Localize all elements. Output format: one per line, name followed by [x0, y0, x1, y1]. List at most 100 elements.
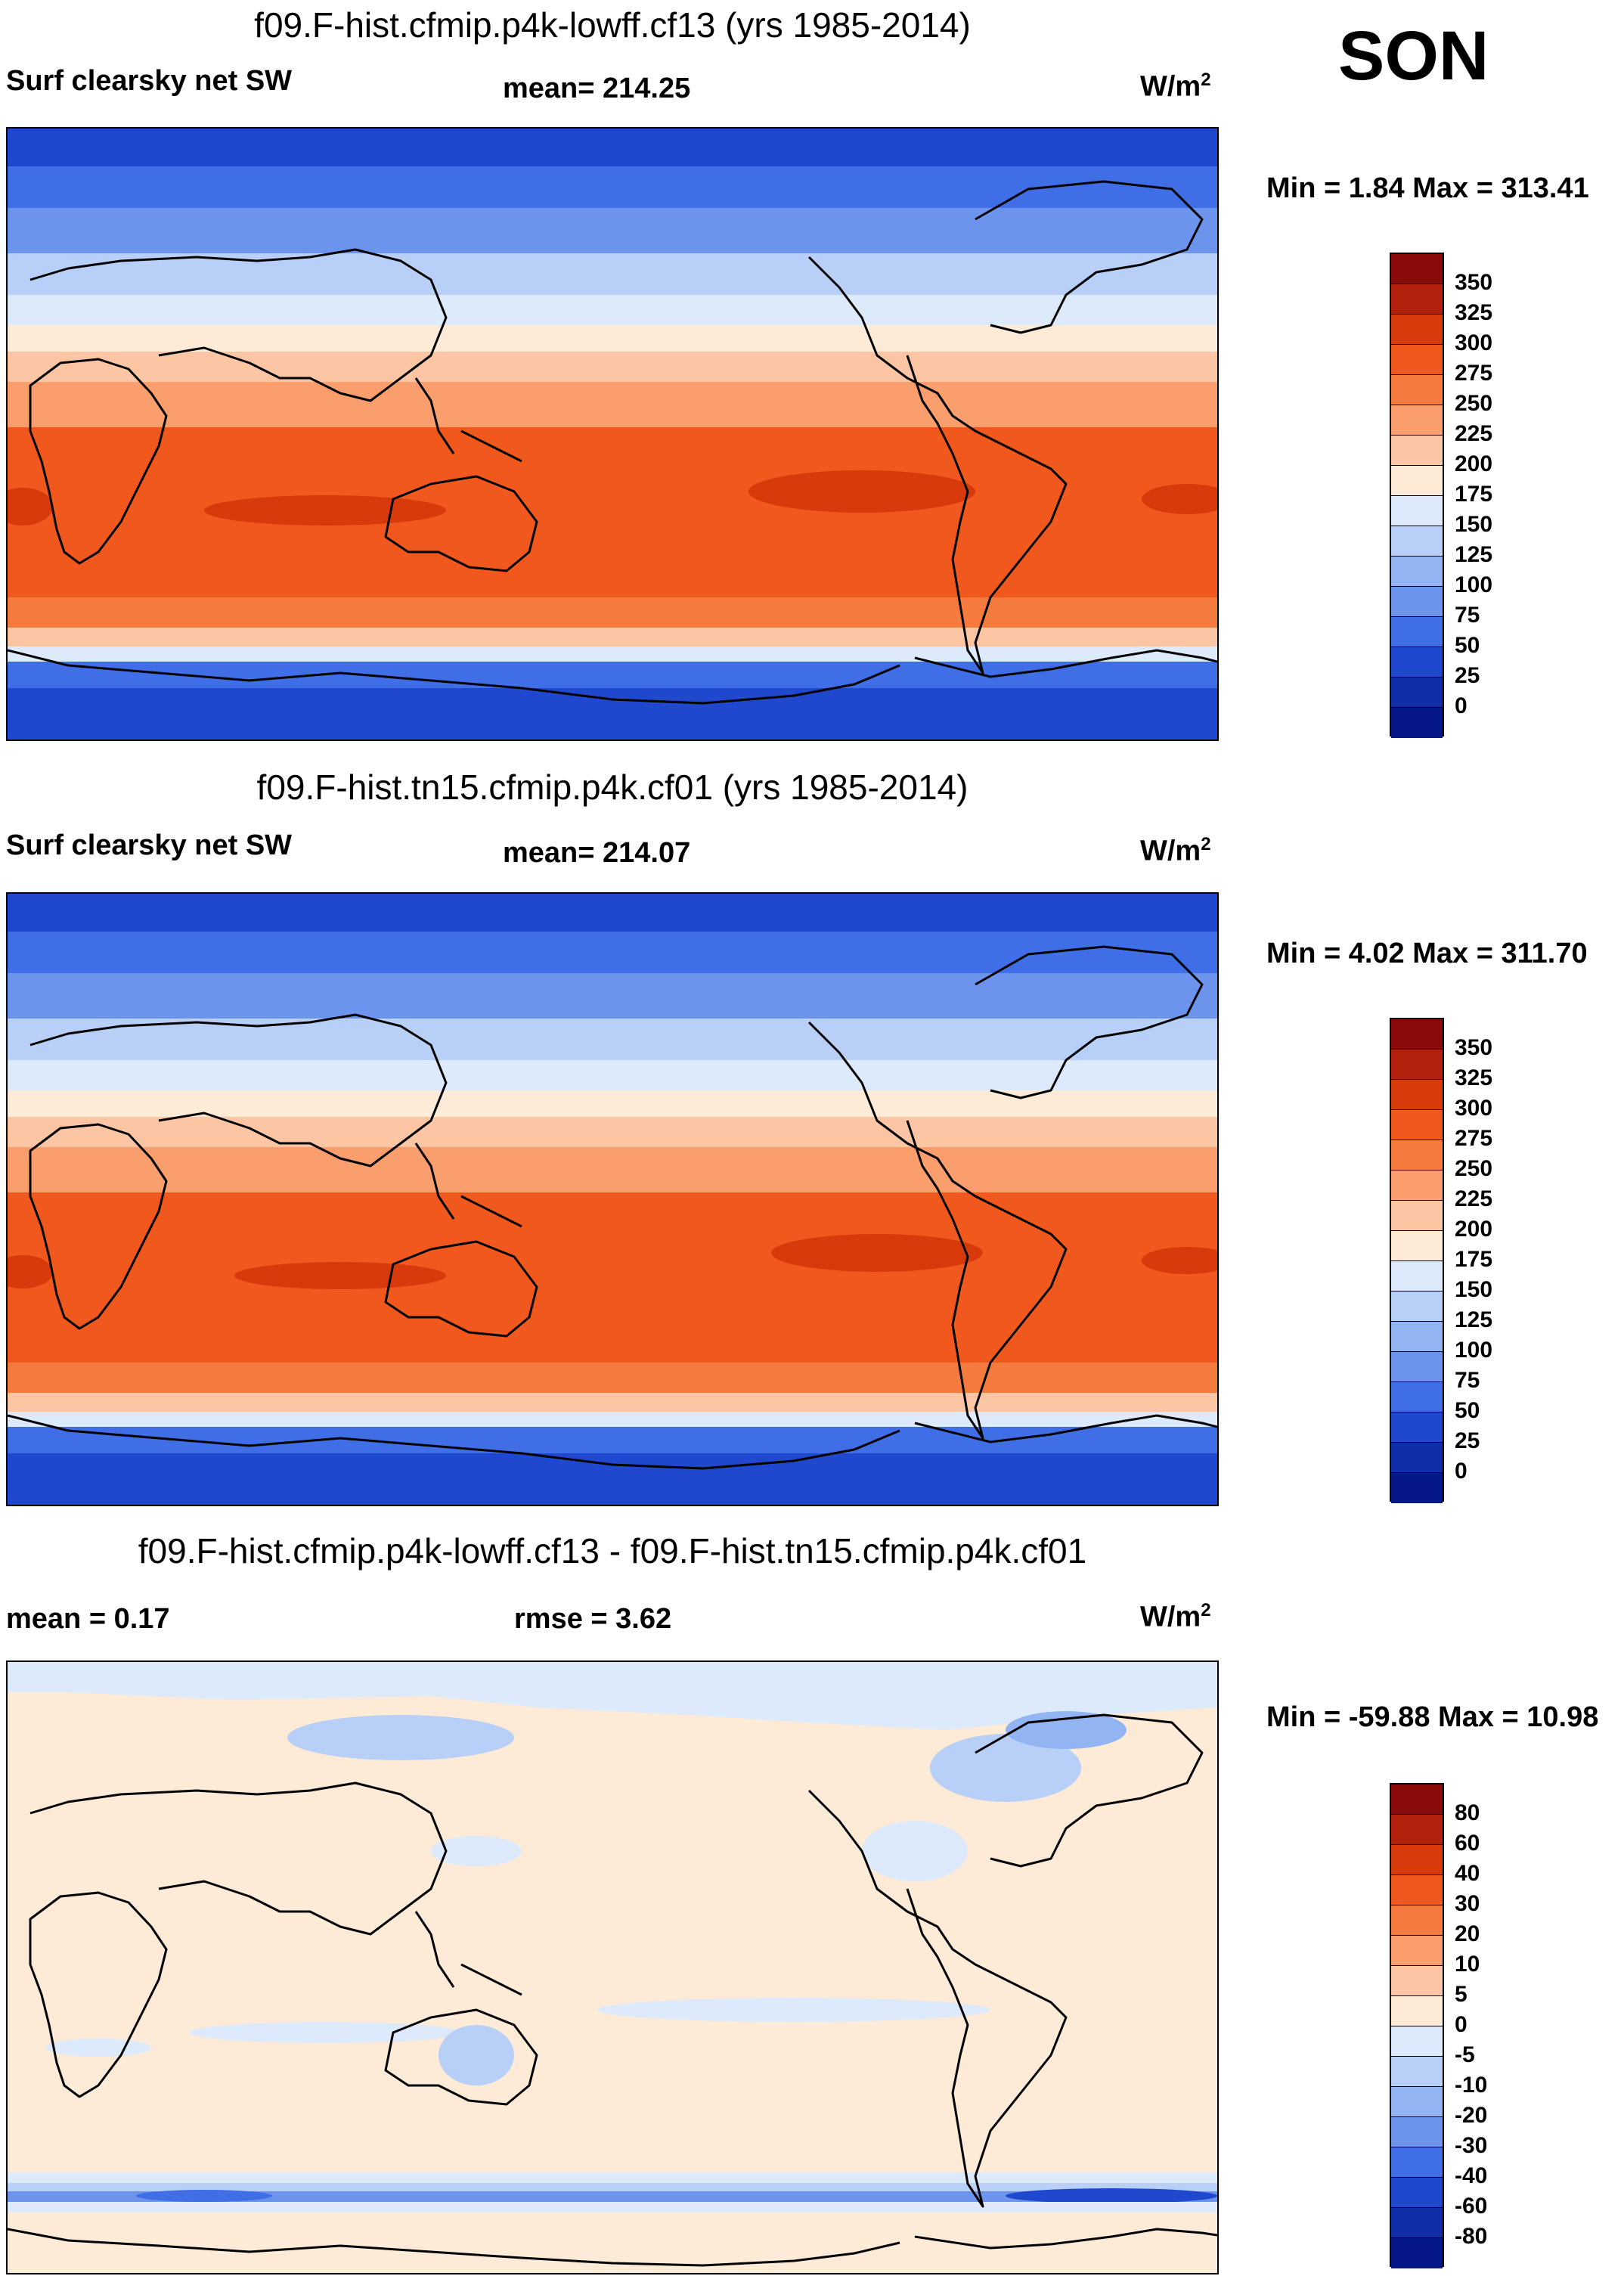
colorbar-label: 275	[1455, 1126, 1493, 1151]
colorbar-label: 150	[1455, 512, 1493, 537]
colorbar-segment	[1391, 1443, 1443, 1473]
colorbar-label: 30	[1455, 1891, 1480, 1916]
colorbar-segment	[1391, 1231, 1443, 1261]
colorbar-label: 275	[1455, 361, 1493, 386]
colorbar-segment	[1391, 1815, 1443, 1845]
panel-2-units: W/m2	[1140, 834, 1211, 867]
colorbar-label: 40	[1455, 1861, 1480, 1886]
colorbar-label: -20	[1455, 2103, 1488, 2128]
colorbar-label: 350	[1455, 270, 1493, 295]
panel-3-title: f09.F-hist.cfmip.p4k-lowff.cf13 - f09.F-…	[138, 1531, 1087, 1571]
colorbar-label: 80	[1455, 1800, 1480, 1825]
colorbar-label: 10	[1455, 1952, 1480, 1977]
colorbar-label: 325	[1455, 300, 1493, 325]
colorbar-segment	[1391, 1019, 1443, 1050]
colorbar-segment	[1391, 2057, 1443, 2087]
panel-3-rmse-label: rmse = 3.62	[514, 1603, 672, 1635]
colorbar-segment	[1391, 1201, 1443, 1231]
colorbar-label: 225	[1455, 421, 1493, 446]
colorbar-segment	[1391, 678, 1443, 708]
colorbar-label: 150	[1455, 1277, 1493, 1302]
colorbar-segment	[1391, 284, 1443, 315]
colorbar-segment	[1391, 587, 1443, 617]
colorbar-label: -40	[1455, 2163, 1488, 2188]
panel-2-colorbar-box	[1390, 1018, 1444, 1503]
colorbar-segment	[1391, 2178, 1443, 2208]
colorbar-label: 50	[1455, 633, 1480, 658]
colorbar-label: -80	[1455, 2224, 1488, 2249]
colorbar-segment	[1391, 557, 1443, 587]
panel-1-units: W/m2	[1140, 70, 1211, 103]
colorbar-segment	[1391, 2208, 1443, 2238]
season-label: SON	[1338, 17, 1489, 95]
colorbar-label: 300	[1455, 330, 1493, 355]
panel-2-map-svg	[8, 894, 1217, 1505]
colorbar-segment	[1391, 2087, 1443, 2117]
panel-2-variable-label: Surf clearsky net SW	[6, 829, 293, 861]
colorbar-label: 5	[1455, 1982, 1467, 2007]
colorbar-segment	[1391, 1140, 1443, 1171]
panel-2-title: f09.F-hist.tn15.cfmip.p4k.cf01 (yrs 1985…	[256, 767, 969, 807]
colorbar-label: 325	[1455, 1065, 1493, 1090]
colorbar-label: 0	[1455, 1459, 1467, 1484]
colorbar-segment	[1391, 315, 1443, 345]
colorbar-label: 175	[1455, 482, 1493, 507]
colorbar-segment	[1391, 436, 1443, 466]
colorbar-label: -30	[1455, 2133, 1488, 2158]
colorbar-label: 0	[1455, 693, 1467, 718]
colorbar-segment	[1391, 2117, 1443, 2147]
colorbar-segment	[1391, 1412, 1443, 1443]
colorbar-segment	[1391, 2238, 1443, 2268]
colorbar-label: 225	[1455, 1186, 1493, 1211]
colorbar-segment	[1391, 1291, 1443, 1322]
colorbar-segment	[1391, 1322, 1443, 1352]
panel-1-colorbar-box	[1390, 253, 1444, 738]
colorbar-segment	[1391, 1875, 1443, 1905]
panel-1-minmax: Min = 1.84 Max = 313.41	[1266, 172, 1589, 204]
panel-3-minmax: Min = -59.88 Max = 10.98	[1266, 1701, 1599, 1733]
colorbar-segment	[1391, 1171, 1443, 1201]
colorbar-label: 0	[1455, 2012, 1467, 2037]
colorbar-segment	[1391, 1905, 1443, 1936]
colorbar-label: 25	[1455, 663, 1480, 688]
colorbar-segment	[1391, 254, 1443, 284]
colorbar-segment	[1391, 647, 1443, 678]
colorbar-label: 60	[1455, 1831, 1480, 1856]
panel-1-variable-label: Surf clearsky net SW	[6, 65, 293, 97]
colorbar-label: 100	[1455, 572, 1493, 597]
colorbar-segment	[1391, 1996, 1443, 2026]
colorbar-label: 200	[1455, 1217, 1493, 1242]
colorbar-label: -10	[1455, 2073, 1488, 2098]
colorbar-label: 25	[1455, 1428, 1480, 1453]
panel-3-colorbar-box	[1390, 1783, 1444, 2268]
colorbar-segment	[1391, 1785, 1443, 1815]
panel-1-map	[6, 127, 1219, 741]
colorbar-segment	[1391, 1473, 1443, 1503]
panel-1-title: f09.F-hist.cfmip.p4k-lowff.cf13 (yrs 198…	[254, 5, 971, 45]
panel-2-mean-label: mean= 214.07	[503, 837, 691, 869]
colorbar-label: 200	[1455, 451, 1493, 476]
colorbar-label: 350	[1455, 1035, 1493, 1060]
colorbar-segment	[1391, 1845, 1443, 1875]
colorbar-segment	[1391, 1261, 1443, 1291]
colorbar-segment	[1391, 1382, 1443, 1412]
colorbar-segment	[1391, 617, 1443, 647]
panel-3-mean-label: mean = 0.17	[6, 1603, 170, 1635]
panel-1-mean-label: mean= 214.25	[503, 73, 691, 104]
colorbar-segment	[1391, 1110, 1443, 1140]
colorbar-label: 250	[1455, 1156, 1493, 1181]
colorbar-segment	[1391, 1080, 1443, 1110]
panel-2-minmax: Min = 4.02 Max = 311.70	[1266, 938, 1588, 969]
panel-3-map	[6, 1660, 1219, 2274]
colorbar-label: 50	[1455, 1398, 1480, 1423]
colorbar-label: 125	[1455, 1307, 1493, 1332]
colorbar-label: 100	[1455, 1338, 1493, 1363]
colorbar-segment	[1391, 345, 1443, 375]
colorbar-label: 125	[1455, 542, 1493, 567]
colorbar-segment	[1391, 375, 1443, 405]
colorbar-segment	[1391, 2147, 1443, 2178]
colorbar-segment	[1391, 1050, 1443, 1080]
colorbar-segment	[1391, 2026, 1443, 2057]
colorbar-segment	[1391, 1966, 1443, 1996]
colorbar-label: 75	[1455, 603, 1480, 628]
